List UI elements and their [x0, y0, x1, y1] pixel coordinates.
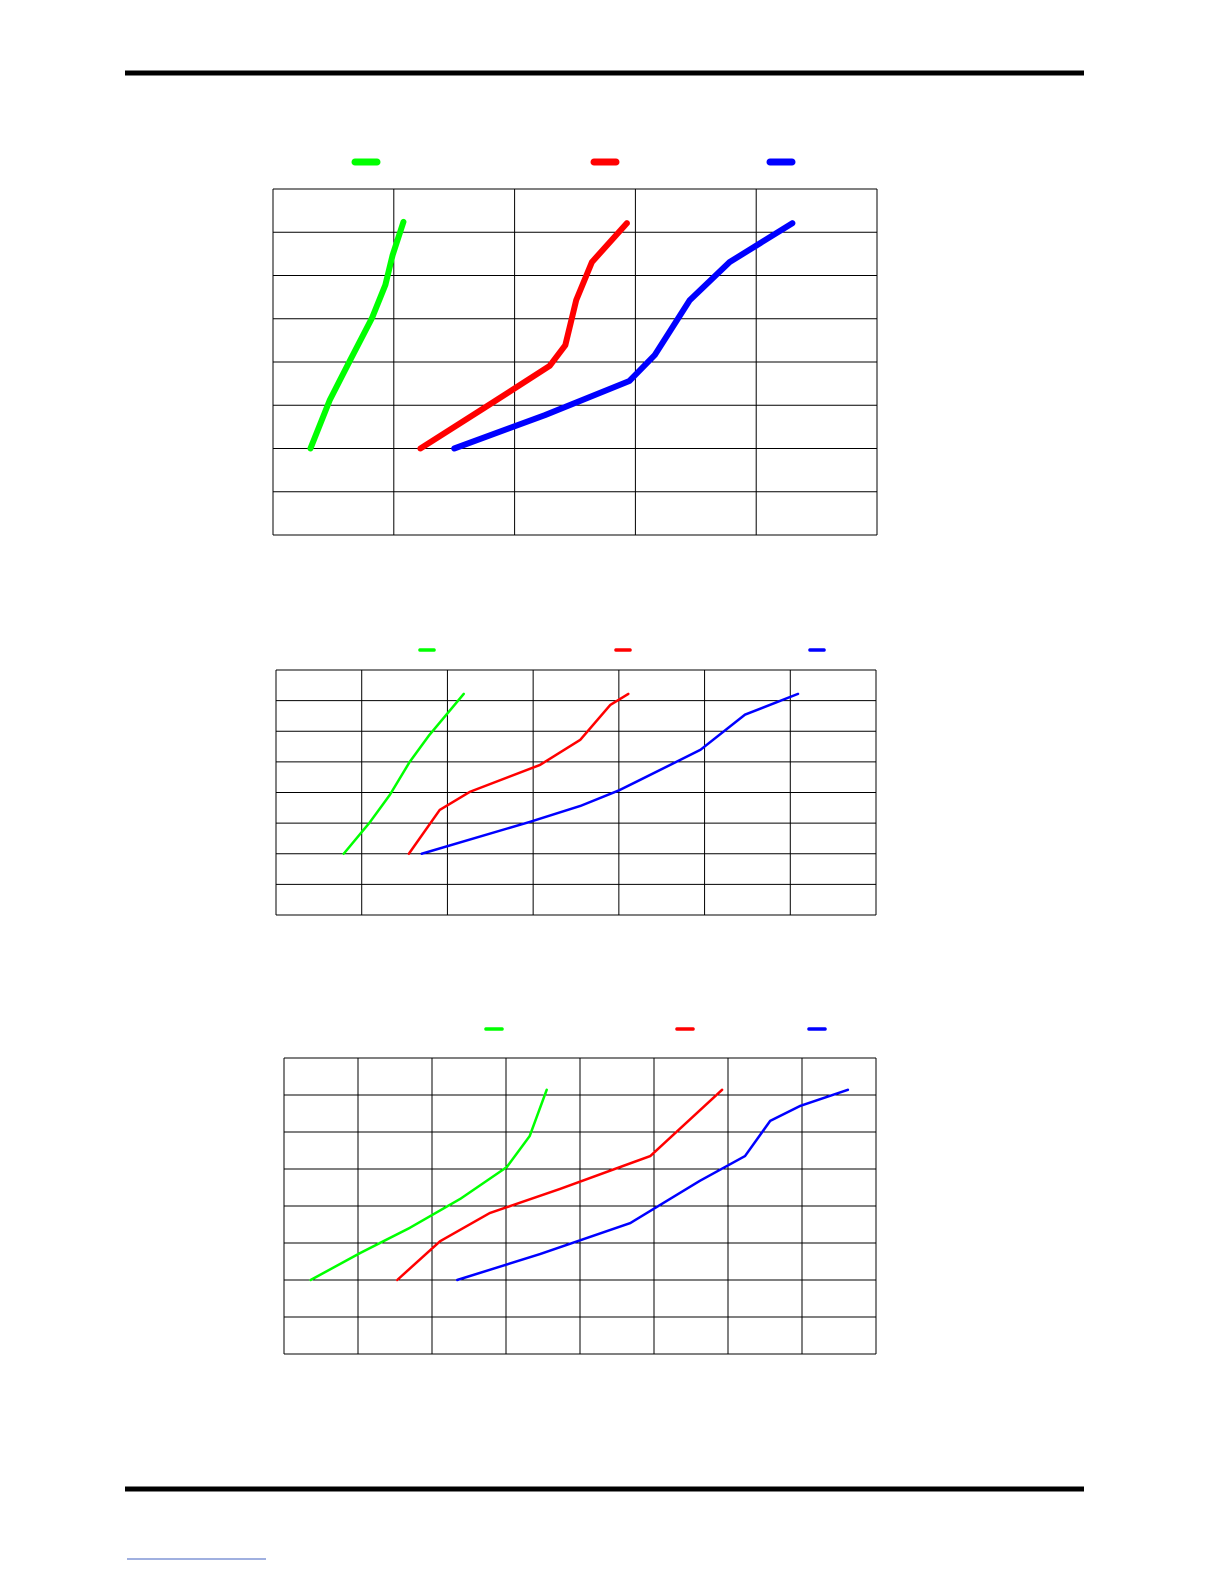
series-line	[395, 1088, 724, 1282]
series-line	[455, 1088, 850, 1282]
series-line	[420, 692, 800, 855]
series-line	[451, 220, 796, 452]
series-line	[309, 1088, 548, 1282]
series-line	[417, 220, 630, 452]
series-line	[307, 218, 407, 452]
series-line	[342, 692, 465, 855]
series-line	[407, 692, 630, 855]
